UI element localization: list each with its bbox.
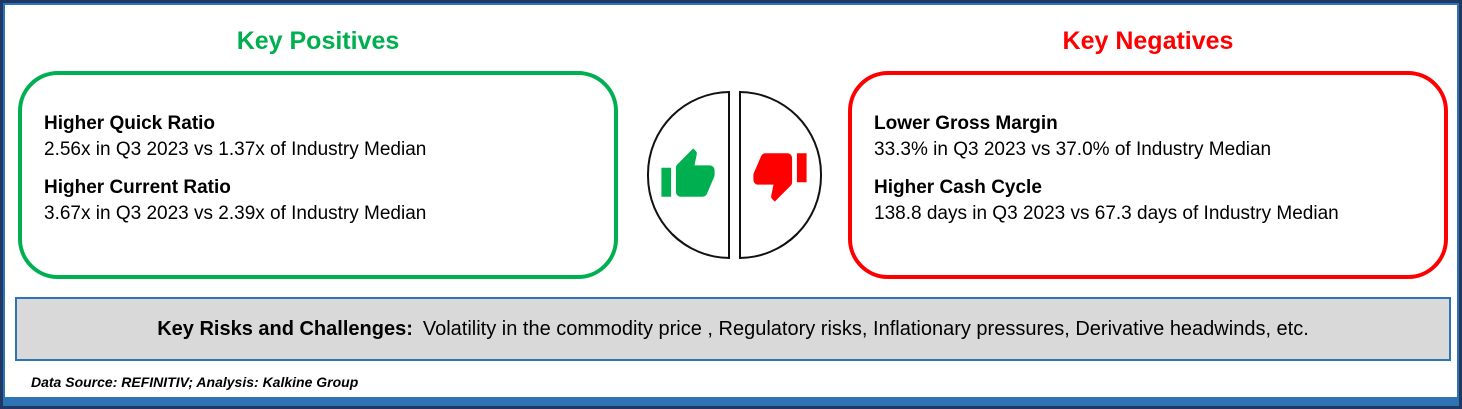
metric-label: Higher Cash Cycle (874, 177, 1042, 199)
thumbs-down-icon (753, 153, 807, 202)
positives-box: Higher Quick Ratio 2.56x in Q3 2023 vs 1… (18, 71, 618, 279)
positives-title: Key Positives (236, 27, 400, 55)
metric-label: Higher Quick Ratio (44, 113, 216, 134)
thumbs-up-half-circle (646, 91, 730, 259)
negative-metric-cash-cycle: Higher Cash Cycle 138.8 days in Q3 2023 … (874, 175, 1426, 226)
negative-metric-gross-margin: Lower Gross Margin 33.3% in Q3 2023 vs 3… (874, 111, 1426, 162)
positive-metric-current-ratio: Higher Current Ratio 3.67x in Q3 2023 vs… (44, 175, 596, 226)
risks-label: Key Risks and Challenges: (157, 317, 413, 340)
bottom-accent-bar (3, 397, 1459, 406)
metric-detail: 138.8 days in Q3 2023 vs 67.3 days of In… (874, 202, 1339, 224)
thumbs-up-icon (661, 148, 715, 197)
negatives-box: Lower Gross Margin 33.3% in Q3 2023 vs 3… (848, 71, 1448, 279)
risks-text: Volatility in the commodity price , Regu… (422, 317, 1309, 340)
thumbs-graphic (644, 91, 824, 259)
metric-detail: 33.3% in Q3 2023 vs 37.0% of Industry Me… (874, 138, 1272, 160)
risks-box: Key Risks and Challenges: Volatility in … (15, 297, 1451, 361)
metric-label: Higher Current Ratio (44, 177, 231, 199)
negatives-title: Key Negatives (1062, 27, 1234, 55)
metric-label: Lower Gross Margin (874, 113, 1058, 134)
positive-metric-quick-ratio: Higher Quick Ratio 2.56x in Q3 2023 vs 1… (44, 111, 596, 162)
metric-detail: 3.67x in Q3 2023 vs 2.39x of Industry Me… (44, 202, 427, 224)
data-source-note: Data Source: REFINITIV; Analysis: Kalkin… (31, 374, 359, 390)
metric-detail: 2.56x in Q3 2023 vs 1.37x of Industry Me… (44, 138, 427, 160)
thumbs-down-half-circle (738, 91, 822, 259)
